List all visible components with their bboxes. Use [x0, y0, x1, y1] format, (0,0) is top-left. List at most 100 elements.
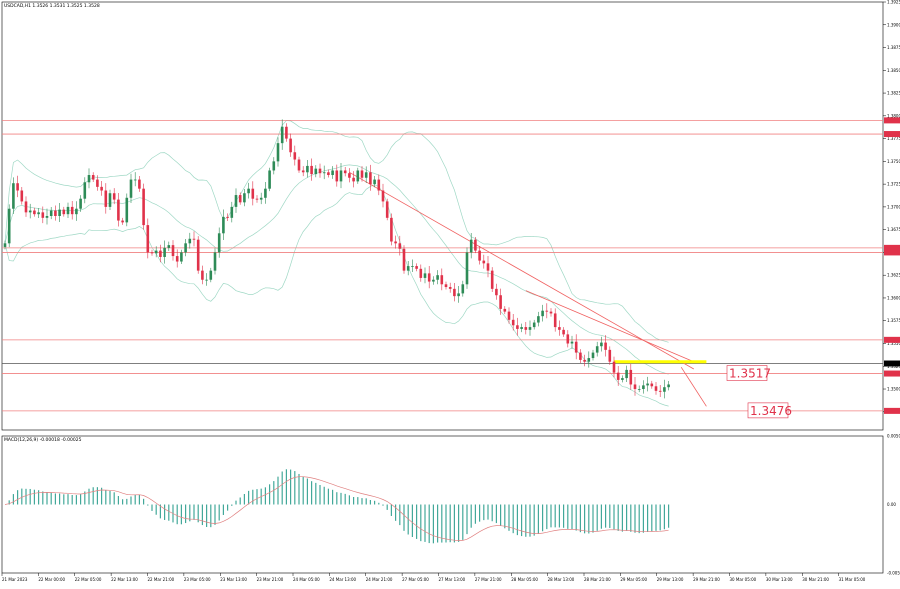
price-tag — [884, 131, 900, 138]
candle-body — [75, 208, 78, 215]
trendline — [525, 290, 694, 363]
candle-body — [343, 170, 347, 174]
candle-body — [663, 387, 666, 392]
macd-signal-line — [4, 476, 669, 541]
candle-body — [188, 238, 192, 244]
y-tick-label: 1.3875 — [887, 45, 900, 50]
y-tick-label: 1.3700 — [887, 204, 900, 209]
x-tick-label: 22 Mar 05:00 — [75, 577, 102, 582]
y-tick-label: 1.3675 — [887, 227, 900, 232]
candle-body — [579, 352, 582, 360]
candle-body — [133, 179, 137, 181]
candle-body — [306, 165, 309, 173]
candle-body — [415, 266, 418, 269]
candle-body — [625, 369, 628, 379]
candle-body — [213, 252, 217, 271]
x-tick-label: 23 Mar 13:00 — [220, 577, 247, 582]
candle-body — [503, 308, 507, 312]
candle-body — [238, 195, 242, 203]
candle-body — [507, 311, 511, 320]
candle-body — [96, 179, 99, 187]
candle-body — [390, 217, 393, 242]
candle-body — [285, 126, 288, 139]
candle-body — [150, 252, 154, 254]
candle-body — [54, 210, 57, 216]
y-tick-label: 1.3600 — [887, 295, 900, 300]
x-tick-label: 29 Mar 05:00 — [620, 577, 647, 582]
candle-body — [595, 346, 599, 353]
candle-body — [448, 287, 452, 289]
candle-body — [490, 270, 494, 289]
candle-body — [436, 275, 439, 280]
candle-body — [112, 193, 116, 200]
candle-body — [612, 361, 616, 373]
candle-body — [335, 170, 339, 182]
candle-body — [66, 206, 70, 215]
candle-body — [608, 349, 612, 362]
candle-body — [465, 252, 469, 285]
main-panel: 1.3925 1.3900 1.3875 1.3850 1.3825 1.3800 1.37… — [1, 0, 900, 431]
candle-body — [432, 279, 435, 282]
x-tick-label: 23 Mar 21:00 — [257, 577, 284, 582]
candle-body — [604, 342, 607, 350]
price-callout-box — [726, 365, 768, 381]
candle-body — [637, 389, 641, 390]
candle-body — [402, 248, 406, 271]
candle-body — [70, 206, 74, 215]
candle-body — [453, 288, 456, 297]
y-tick-label: 1.3925 — [887, 0, 900, 5]
candle-body — [167, 245, 171, 248]
x-tick-label: 28 Mar 05:00 — [511, 577, 538, 582]
candle-body — [276, 143, 280, 162]
candle-body — [222, 216, 225, 234]
candle-body — [322, 172, 326, 174]
candle-body — [154, 250, 158, 254]
y-tick-label: 1.3625 — [887, 273, 900, 278]
candle-body — [474, 239, 477, 251]
candle-body — [108, 193, 112, 207]
candle-body — [79, 198, 82, 209]
candle-body — [646, 383, 649, 386]
candle-body — [163, 247, 166, 257]
candle-body — [558, 327, 561, 330]
candle-body — [532, 322, 536, 328]
x-tick-label: 22 Mar 13:00 — [111, 577, 138, 582]
candle-body — [264, 188, 267, 198]
candle-body — [205, 279, 208, 281]
candle-body — [100, 186, 103, 191]
candle-body — [616, 372, 620, 380]
candle-body — [537, 316, 540, 323]
macd-panel: 21 Mar 2023 22 Mar 00:00 22 Mar 05:00 22 Ma… — [1, 434, 900, 582]
x-tick-label: 28 Mar 21:00 — [584, 577, 611, 582]
candle-body — [293, 152, 297, 160]
x-tick-label: 30 Mar 05:00 — [730, 577, 757, 582]
candle-body — [243, 193, 246, 203]
candle-body — [268, 170, 271, 189]
candle-body — [553, 313, 557, 328]
candle-body — [654, 386, 658, 391]
candle-body — [398, 243, 402, 249]
y-tick-label: 1.3500 — [887, 387, 900, 392]
candle-body — [629, 369, 633, 385]
candle-body — [297, 159, 301, 171]
x-tick-label: 22 Mar 21:00 — [148, 577, 175, 582]
candle-body — [650, 383, 654, 387]
candle-body — [58, 209, 61, 216]
symbol-label: USDCAD,H1 1.3526 1.3531 1.3525 1.3528 — [4, 3, 100, 9]
bollinger-lower — [4, 184, 669, 407]
candle-body — [478, 250, 481, 261]
price-tag — [884, 244, 900, 251]
candle-body — [234, 195, 238, 207]
macd-label: MACD(12,26,9) -0.00018 -0.00025 — [4, 437, 82, 443]
candle-body — [33, 210, 36, 215]
y-tick-label: 1.3800 — [887, 113, 900, 118]
candle-body — [37, 212, 40, 215]
price-tag — [884, 336, 900, 343]
candle-body — [192, 238, 196, 240]
y-tick-label: 1.3750 — [887, 159, 900, 164]
candle-body — [406, 266, 410, 271]
candle-body — [348, 173, 351, 178]
candle-body — [600, 342, 603, 347]
